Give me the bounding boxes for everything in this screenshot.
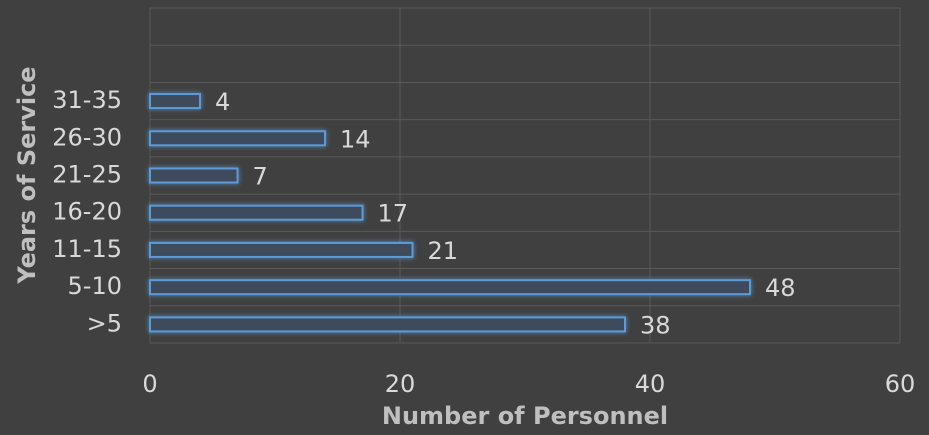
bar	[149, 93, 201, 110]
value-label: 14	[340, 125, 371, 153]
value-label: 17	[378, 200, 409, 228]
value-label: 21	[428, 237, 459, 265]
value-label: 38	[640, 311, 671, 339]
x-tick-label: 0	[142, 370, 157, 398]
bar	[149, 130, 326, 147]
bar	[149, 241, 414, 258]
x-tick-label: 40	[635, 370, 666, 398]
y-tick-label: 11-15	[52, 235, 122, 263]
y-tick-label: 16-20	[52, 198, 122, 226]
y-axis-title: Years of Service	[13, 66, 41, 284]
bar	[149, 316, 626, 333]
value-label: 4	[215, 88, 230, 116]
bar	[149, 204, 364, 221]
x-axis-title: Number of Personnel	[382, 402, 668, 430]
value-label: 48	[765, 274, 796, 302]
bar	[149, 279, 751, 296]
y-tick-label: 5-10	[68, 272, 122, 300]
x-tick-label: 60	[885, 370, 916, 398]
y-tick-label: 21-25	[52, 161, 122, 189]
x-tick-label: 20	[385, 370, 416, 398]
value-label: 7	[253, 163, 268, 191]
y-tick-label: >5	[87, 309, 122, 337]
y-tick-label: 26-30	[52, 123, 122, 151]
bar	[149, 167, 239, 184]
y-tick-label: 31-35	[52, 86, 122, 114]
